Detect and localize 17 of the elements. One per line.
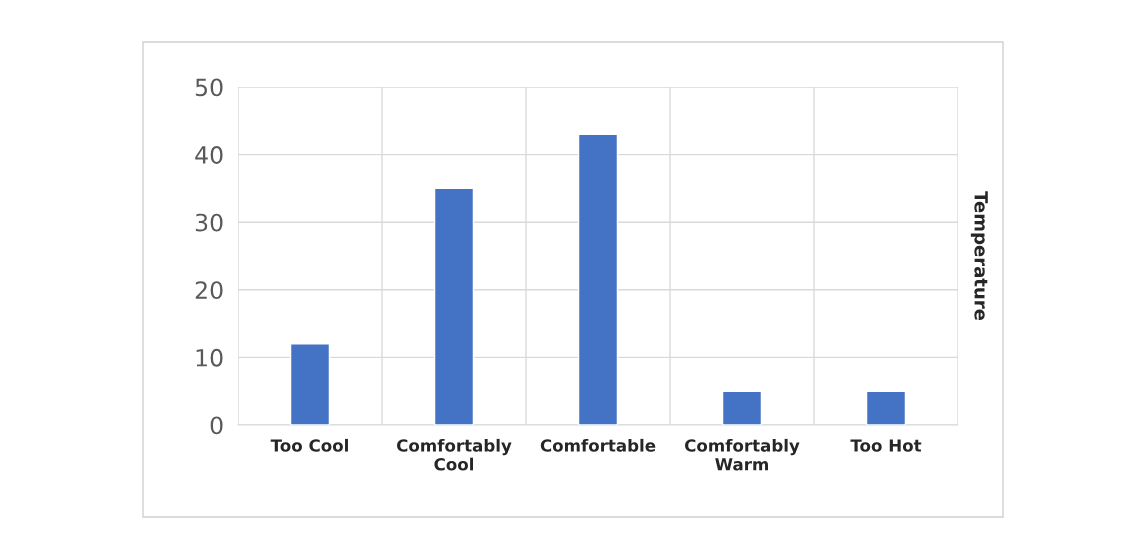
x-tick-label: Comfortably Cool: [396, 438, 512, 471]
bar: [577, 133, 619, 425]
bar: [433, 187, 475, 425]
bar: [289, 343, 331, 425]
y-tick-label: 50: [195, 78, 223, 97]
bar: [721, 390, 763, 425]
y-tick-label: 20: [195, 281, 223, 300]
x-tick-label: Comfortable: [540, 438, 656, 452]
x-tick-label: Too Hot: [850, 439, 922, 452]
y-axis-title: Temperature: [970, 191, 988, 321]
x-tick-label: Comfortably Warm: [684, 438, 800, 471]
y-tick-label: 40: [195, 146, 223, 164]
bar: [865, 390, 907, 425]
y-tick-label: 30: [195, 213, 223, 232]
y-tick-label: 10: [196, 348, 223, 367]
y-tick-label: 0: [210, 416, 223, 435]
x-tick-label: Too Cool: [270, 438, 348, 452]
